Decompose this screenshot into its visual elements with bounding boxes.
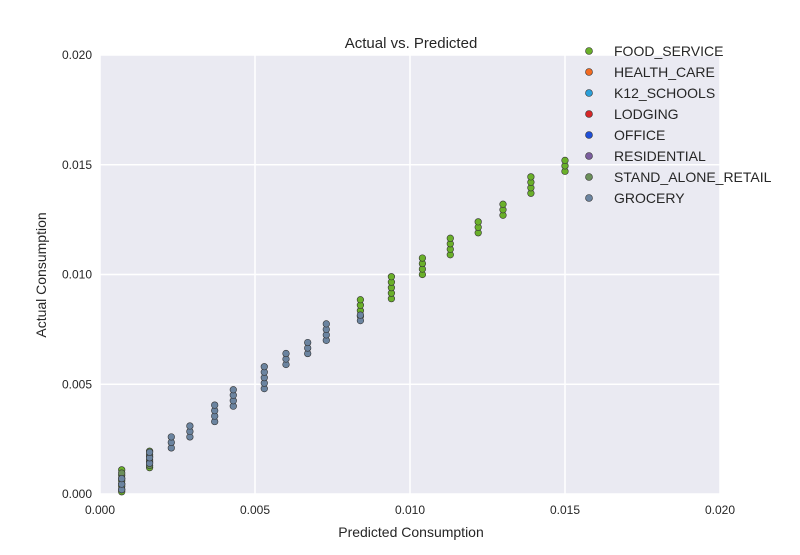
x-axis-label: Predicted Consumption [338, 524, 484, 540]
chart-title: Actual vs. Predicted [345, 35, 478, 52]
legend-label: OFFICE [614, 127, 665, 143]
point-grocery [211, 401, 219, 409]
point-grocery [146, 448, 154, 456]
legend-marker [585, 173, 593, 181]
y-tick-label: 0.005 [62, 377, 92, 391]
legend-label: HEALTH_CARE [614, 64, 715, 80]
y-tick-label: 0.020 [62, 48, 92, 62]
legend-marker [585, 152, 593, 160]
legend-marker [585, 89, 593, 97]
point-food-service [474, 218, 482, 226]
y-tick-label: 0.000 [62, 487, 92, 501]
legend-marker [585, 131, 593, 139]
point-grocery [118, 475, 126, 483]
legend-marker [585, 68, 593, 76]
point-food-service [356, 296, 365, 304]
y-axis-label: Actual Consumption [33, 212, 49, 337]
legend-marker [585, 194, 593, 202]
x-tick-label: 0.010 [395, 503, 425, 517]
point-grocery [260, 363, 268, 371]
x-tick-label: 0.005 [240, 503, 270, 517]
point-grocery [356, 311, 365, 319]
legend-label: FOOD_SERVICE [614, 43, 723, 59]
point-grocery [304, 338, 312, 347]
point-grocery [167, 433, 175, 441]
legend-marker [585, 110, 593, 118]
y-tick-label: 0.015 [62, 158, 92, 172]
legend-label: STAND_ALONE_RETAIL [614, 169, 772, 185]
point-food-service [387, 273, 396, 281]
legend: FOOD_SERVICE HEALTH_CARE K12_SCHOOLS LODGIN… [585, 43, 772, 206]
legend-label: LODGING [614, 106, 679, 122]
point-food-service [418, 254, 427, 262]
point-grocery [229, 386, 237, 394]
legend-label: K12_SCHOOLS [614, 85, 715, 101]
x-tick-label: 0.000 [85, 503, 115, 517]
point-grocery [322, 320, 330, 328]
x-tick-label: 0.020 [705, 503, 735, 517]
point-food-service [446, 234, 454, 242]
x-tick-label: 0.015 [550, 503, 580, 517]
point-food-service [499, 200, 507, 208]
legend-label: GROCERY [614, 190, 685, 206]
legend-marker [585, 47, 593, 55]
point-food-service [561, 156, 569, 164]
point-grocery [282, 349, 290, 358]
y-tick-label: 0.010 [62, 268, 92, 282]
point-grocery [186, 422, 194, 430]
legend-label: RESIDENTIAL [614, 148, 706, 164]
point-food-service [527, 173, 535, 181]
